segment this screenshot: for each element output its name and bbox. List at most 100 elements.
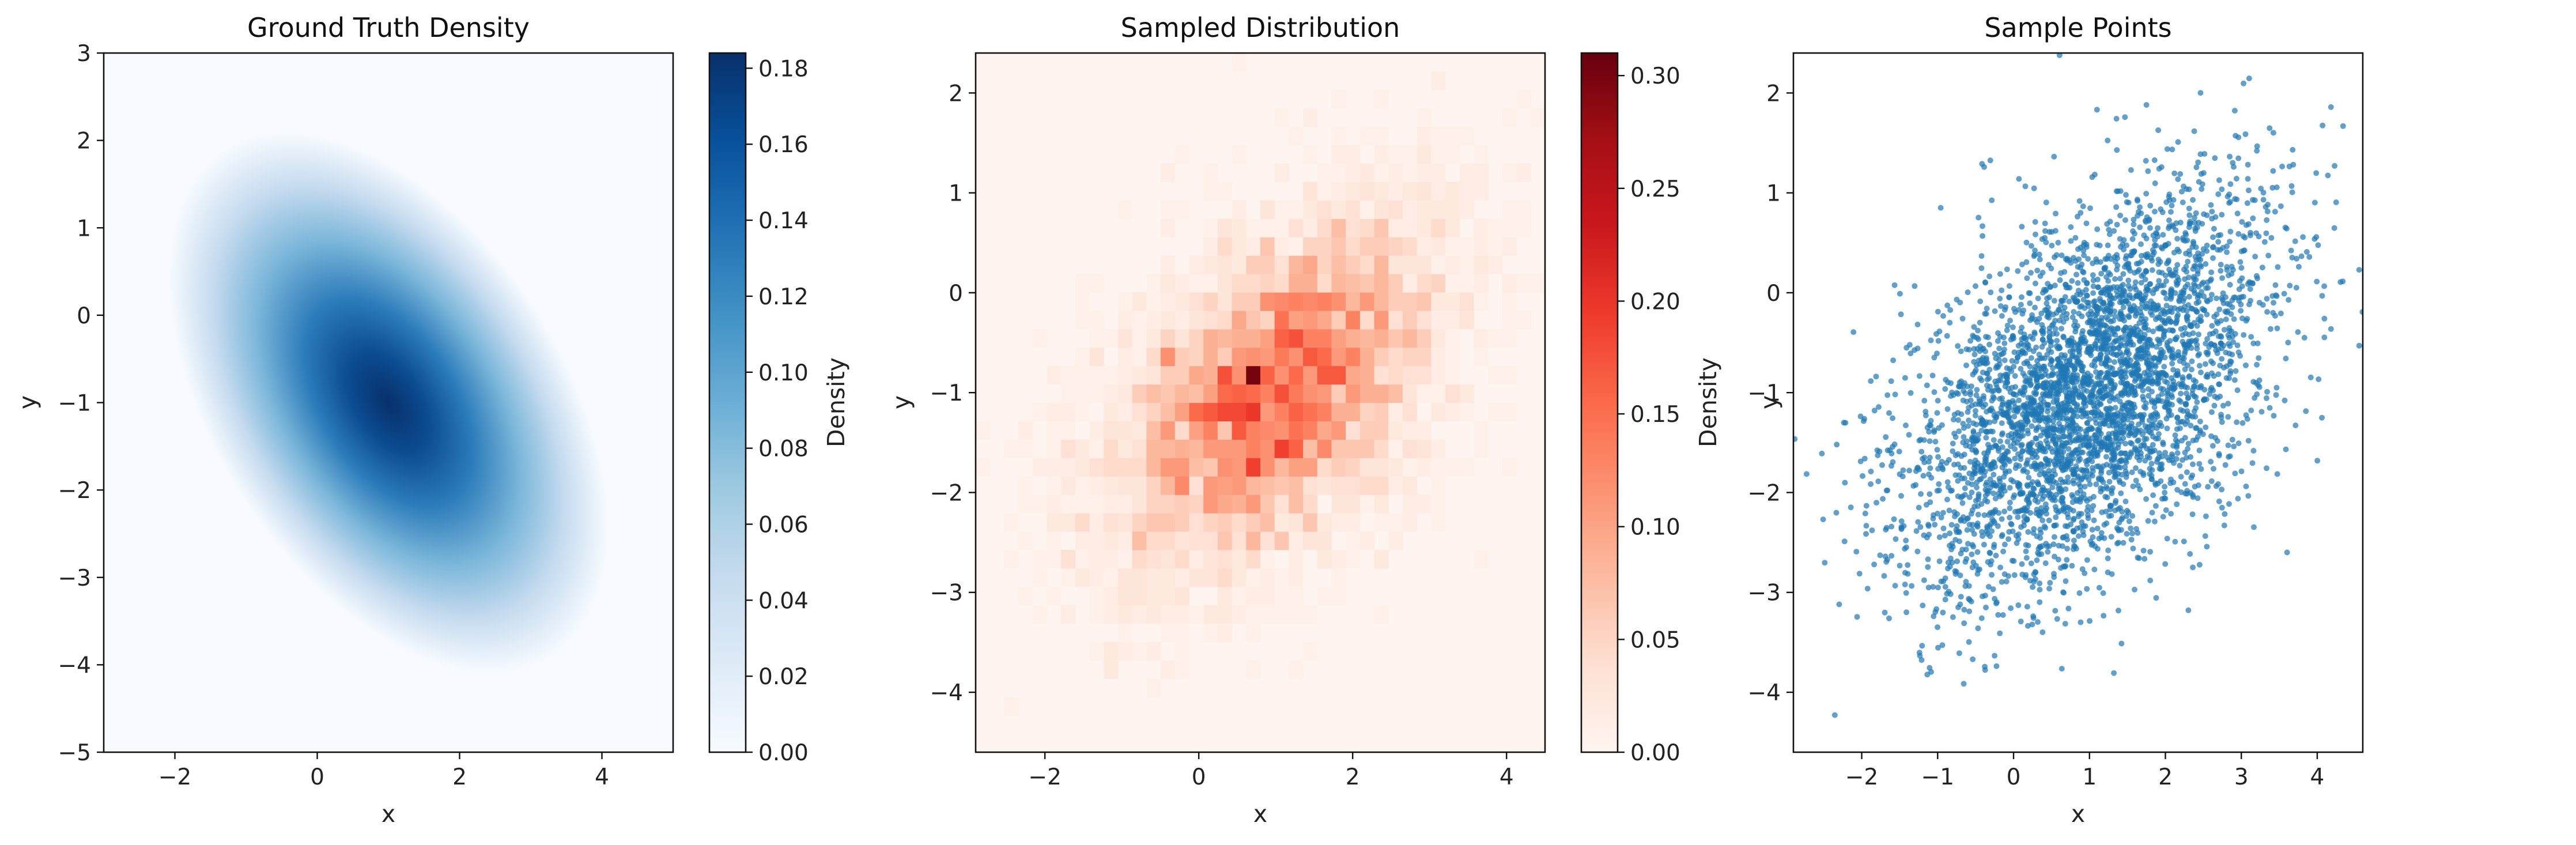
histogram-cell xyxy=(1089,384,1104,403)
scatter-point xyxy=(1952,472,1959,478)
scatter-point xyxy=(2129,513,2136,519)
scatter-point xyxy=(2066,299,2072,305)
scatter-point xyxy=(2093,327,2099,334)
scatter-point xyxy=(2117,188,2124,194)
scatter-point xyxy=(2233,133,2239,139)
histogram-cell xyxy=(1388,458,1403,477)
scatter-point xyxy=(2117,276,2123,282)
scatter-point xyxy=(2129,371,2135,378)
scatter-point xyxy=(1990,437,1997,443)
scatter-point xyxy=(2261,239,2268,245)
scatter-point xyxy=(2268,326,2273,332)
histogram-cell xyxy=(1146,495,1161,514)
colorbar-tick-label: 0.14 xyxy=(758,208,809,234)
scatter-point xyxy=(2246,301,2252,308)
x-tick-label: 4 xyxy=(595,764,609,790)
scatter-point xyxy=(2208,202,2214,208)
scatter-point xyxy=(2056,355,2063,361)
histogram-cell xyxy=(1118,605,1133,624)
histogram-cell xyxy=(1488,218,1503,237)
scatter-point xyxy=(2049,425,2056,432)
scatter-point xyxy=(1890,459,1896,465)
scatter-point xyxy=(2103,520,2110,526)
scatter-point xyxy=(2024,427,2031,433)
scatter-point xyxy=(2008,477,2014,483)
histogram-cell xyxy=(1346,274,1361,293)
scatter-point xyxy=(1995,612,2001,618)
scatter-point xyxy=(2043,239,2049,246)
scatter-point xyxy=(2026,499,2032,506)
scatter-point xyxy=(2177,293,2183,299)
colorbar-reds-ticks: 0.000.050.100.150.200.250.30 xyxy=(1618,63,1680,766)
scatter-point xyxy=(2030,485,2037,492)
scatter-point xyxy=(2133,354,2139,360)
histogram-cell xyxy=(1246,237,1261,256)
histogram-cell xyxy=(1174,660,1190,679)
histogram-cell xyxy=(1132,310,1147,330)
histogram-cell xyxy=(1203,402,1218,421)
scatter-point xyxy=(2085,375,2091,381)
scatter-point xyxy=(2224,243,2230,250)
histogram-cell xyxy=(1161,218,1176,237)
histogram-cell xyxy=(1459,126,1475,146)
scatter-point xyxy=(2053,441,2058,447)
scatter-point xyxy=(2037,365,2043,372)
scatter-point xyxy=(2038,461,2044,467)
scatter-point xyxy=(2060,333,2067,339)
scatter-point xyxy=(2147,281,2153,287)
scatter-point xyxy=(2174,486,2181,493)
histogram-cell xyxy=(1246,255,1261,274)
scatter-point xyxy=(1842,480,1848,486)
histogram-cell xyxy=(1118,292,1133,311)
scatter-point xyxy=(2087,205,2093,212)
scatter-point xyxy=(2248,408,2254,414)
histogram-cell xyxy=(1431,458,1446,477)
scatter-point xyxy=(2144,344,2151,350)
scatter-point xyxy=(2194,323,2200,329)
scatter-point xyxy=(2076,394,2082,401)
scatter-point xyxy=(2274,325,2280,331)
scatter-point xyxy=(2190,239,2196,245)
colorbar-tick-label: 0.15 xyxy=(1630,402,1680,428)
scatter-point xyxy=(2289,254,2295,261)
histogram-cell xyxy=(1274,274,1289,293)
scatter-point xyxy=(2142,458,2148,464)
scatter-point xyxy=(2106,231,2113,237)
scatter-point xyxy=(2114,393,2121,399)
scatter-point xyxy=(2260,197,2267,203)
scatter-point xyxy=(2158,206,2164,212)
scatter-point xyxy=(2064,545,2071,552)
scatter-point xyxy=(1943,460,1950,466)
histogram-cell xyxy=(1217,476,1233,495)
scatter-point xyxy=(2166,346,2173,353)
histogram-cell xyxy=(1374,218,1389,237)
histogram-cell xyxy=(1359,495,1375,514)
scatter-point xyxy=(1924,382,1930,388)
scatter-point xyxy=(2294,255,2300,262)
scatter-point xyxy=(2003,379,2008,386)
scatter-point xyxy=(2325,172,2331,179)
histogram-cell xyxy=(1232,513,1247,532)
scatter-point xyxy=(2236,286,2242,292)
scatter-point xyxy=(2069,492,2075,498)
scatter-point xyxy=(2284,549,2290,556)
scatter-point xyxy=(2107,285,2113,291)
scatter-point xyxy=(1997,630,2003,636)
scatter-point xyxy=(2084,280,2090,286)
scatter-point xyxy=(2227,153,2233,160)
histogram-cell xyxy=(1289,660,1304,679)
scatter-point xyxy=(2109,490,2115,496)
scatter-point xyxy=(1963,556,1970,562)
scatter-point xyxy=(2112,314,2118,320)
histogram-cell xyxy=(1403,513,1418,532)
histogram-cell xyxy=(1374,384,1389,403)
scatter-point xyxy=(2175,420,2181,426)
scatter-point xyxy=(1934,350,1940,357)
scatter-point xyxy=(2092,410,2099,416)
histogram-cell xyxy=(1260,310,1275,330)
y-tick-label: −3 xyxy=(930,580,964,606)
scatter-point xyxy=(2120,304,2126,310)
scatter-point xyxy=(2084,410,2091,416)
scatter-point xyxy=(2040,448,2046,454)
histogram-cell xyxy=(1417,182,1431,201)
